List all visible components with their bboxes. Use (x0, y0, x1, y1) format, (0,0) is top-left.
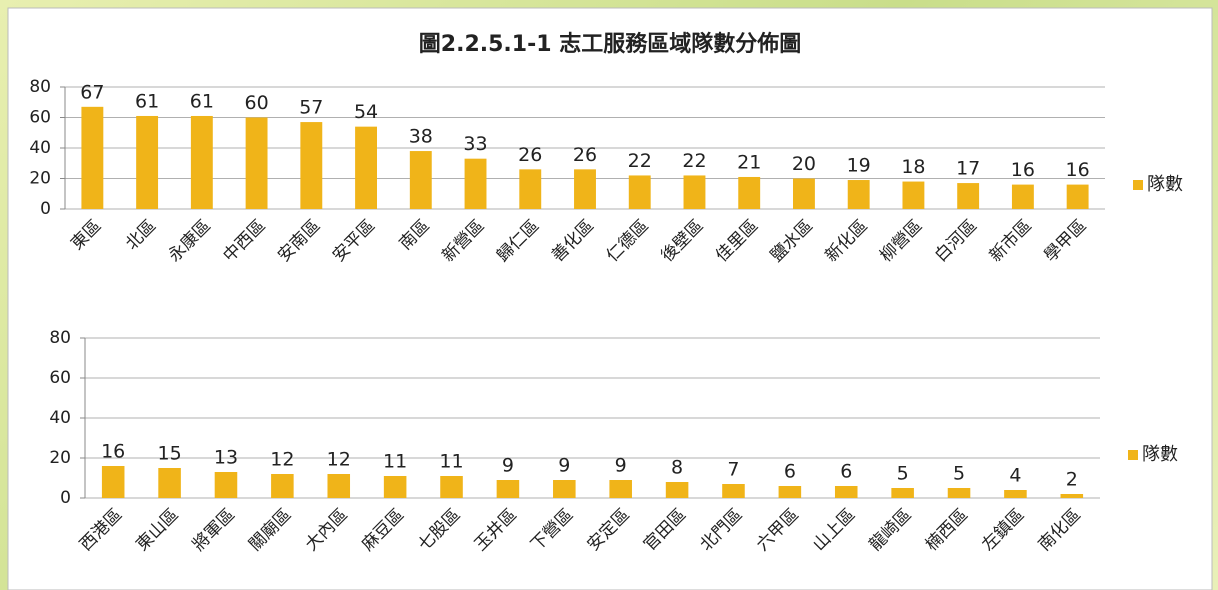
data-label: 11 (383, 451, 407, 473)
data-label: 2 (1066, 469, 1078, 491)
bar (214, 472, 238, 498)
data-label: 18 (901, 156, 925, 178)
data-label: 16 (1011, 159, 1035, 181)
bar (383, 476, 407, 498)
bar (947, 488, 971, 498)
panel (7, 7, 1213, 590)
bar (1066, 184, 1089, 209)
data-label: 20 (792, 153, 816, 175)
y-tick-label: 80 (49, 328, 71, 348)
y-tick-label: 20 (49, 448, 71, 468)
legend-swatch (1133, 180, 1143, 190)
bar (271, 474, 294, 498)
bar (136, 115, 159, 209)
data-label: 16 (1066, 159, 1090, 181)
data-label: 5 (953, 463, 965, 485)
data-label: 9 (615, 455, 627, 477)
bar (1060, 494, 1084, 498)
bar (891, 488, 914, 498)
data-label: 11 (439, 451, 463, 473)
y-tick-label: 40 (29, 138, 51, 158)
bar (628, 175, 651, 209)
bar (778, 486, 802, 498)
data-label: 33 (463, 133, 487, 155)
data-label: 61 (190, 90, 214, 112)
data-label: 12 (327, 449, 351, 471)
bar (1004, 490, 1027, 498)
bar (101, 466, 125, 498)
data-label: 16 (101, 441, 125, 463)
data-label: 54 (354, 101, 378, 123)
bar (957, 183, 980, 209)
bar (519, 169, 542, 209)
data-label: 67 (80, 81, 104, 103)
data-label: 17 (956, 158, 980, 180)
bar (793, 178, 815, 209)
bar (1011, 184, 1034, 209)
bar (553, 480, 576, 498)
data-label: 6 (784, 461, 796, 483)
data-label: 38 (409, 126, 433, 148)
data-label: 5 (897, 463, 909, 485)
bar (722, 484, 745, 498)
data-label: 8 (671, 457, 683, 479)
bar (464, 158, 487, 209)
bar (440, 476, 463, 498)
y-tick-label: 80 (29, 77, 51, 97)
bar (300, 122, 323, 209)
bar (355, 126, 377, 209)
bar (609, 480, 632, 498)
bar (245, 117, 268, 209)
data-label: 9 (558, 455, 570, 477)
legend-label: 隊數 (1142, 444, 1178, 465)
legend-swatch (1128, 450, 1138, 460)
bar (327, 474, 351, 498)
bar (496, 480, 520, 498)
legend-label: 隊數 (1147, 174, 1183, 195)
bar (902, 181, 925, 209)
bar (81, 106, 104, 209)
data-label: 21 (737, 151, 761, 173)
bar (847, 180, 870, 209)
y-tick-label: 0 (60, 488, 71, 508)
bar (738, 176, 761, 209)
bar (665, 482, 689, 498)
data-label: 9 (502, 455, 514, 477)
data-label: 4 (1009, 465, 1021, 487)
data-label: 60 (244, 92, 268, 114)
data-label: 12 (270, 449, 294, 471)
bar (574, 169, 596, 209)
y-tick-label: 60 (29, 108, 51, 128)
chart-title: 圖2.2.5.1-1 志工服務區域隊數分佈圖 (419, 31, 801, 57)
bar (409, 151, 432, 209)
bar (834, 486, 858, 498)
data-label: 6 (840, 461, 852, 483)
data-label: 26 (573, 144, 597, 166)
data-label: 15 (157, 443, 181, 465)
data-label: 57 (299, 97, 323, 119)
y-tick-label: 40 (49, 408, 71, 428)
data-label: 19 (847, 155, 871, 177)
data-label: 13 (214, 447, 238, 469)
data-label: 22 (682, 150, 706, 172)
data-label: 26 (518, 144, 542, 166)
y-tick-label: 60 (49, 368, 71, 388)
bar (158, 468, 181, 498)
bar (190, 115, 213, 209)
bar (683, 175, 706, 209)
y-tick-label: 20 (29, 169, 51, 189)
data-label: 22 (628, 150, 652, 172)
data-label: 61 (135, 90, 159, 112)
data-label: 7 (727, 459, 739, 481)
y-tick-label: 0 (40, 199, 51, 219)
